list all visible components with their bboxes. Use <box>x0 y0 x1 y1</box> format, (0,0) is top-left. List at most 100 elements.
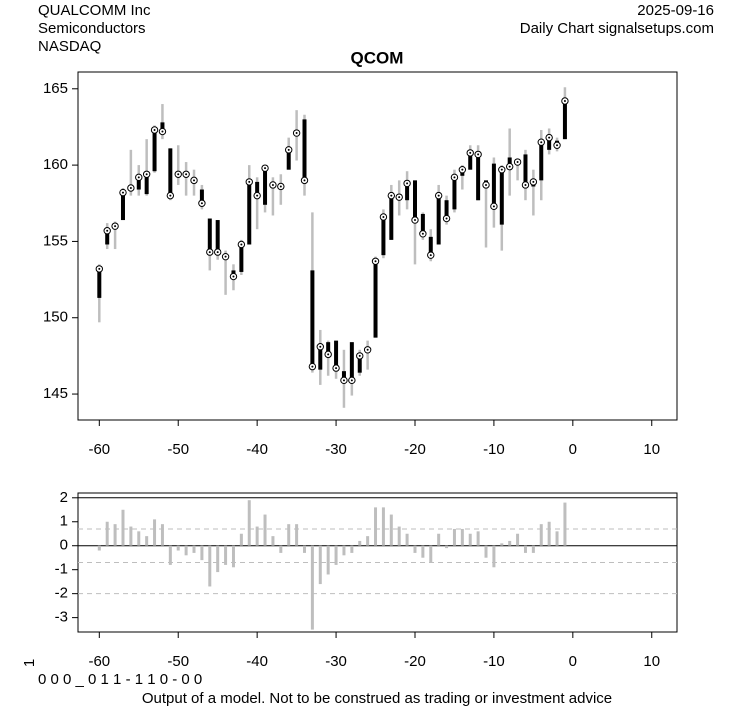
bar <box>547 521 551 546</box>
close-dot <box>563 100 566 102</box>
close-dot <box>303 179 306 182</box>
close-dot <box>532 180 535 183</box>
close-dot <box>153 129 156 131</box>
y-tick-label: 165 <box>43 80 68 97</box>
close-dot <box>98 267 101 270</box>
bar <box>121 509 125 546</box>
close-dot <box>106 229 109 232</box>
close-dot <box>121 191 124 194</box>
close-dot <box>177 173 180 176</box>
x-tick-label: -30 <box>325 441 347 458</box>
bar <box>366 536 370 546</box>
bar <box>310 545 314 630</box>
bar <box>216 545 220 573</box>
bar <box>358 540 362 546</box>
close-dot <box>492 205 495 208</box>
bar <box>192 545 196 553</box>
bar <box>160 524 164 546</box>
bar <box>429 545 433 563</box>
y-tick-label: -3 <box>55 609 68 626</box>
close-dot <box>358 354 361 357</box>
close-dot <box>406 182 409 185</box>
date: 2025-09-16 <box>637 2 714 19</box>
close-dot <box>271 183 274 186</box>
bar <box>452 528 456 546</box>
bar <box>224 545 228 565</box>
x-tick-label: -30 <box>325 653 347 670</box>
bar <box>421 545 425 558</box>
y-tick-label: -2 <box>55 585 68 602</box>
plot-frame <box>77 71 678 421</box>
close-dot <box>500 168 503 171</box>
close-dot <box>342 379 345 382</box>
x-tick-label: -40 <box>246 441 268 458</box>
exchange: NASDAQ <box>38 38 101 55</box>
bar <box>247 500 251 546</box>
bar <box>389 514 393 546</box>
bar <box>145 536 149 546</box>
bar <box>531 545 535 553</box>
close-dot <box>366 348 369 351</box>
bar <box>476 531 480 546</box>
close-dot <box>224 255 227 258</box>
bar <box>137 531 141 546</box>
bar <box>523 545 527 553</box>
bar <box>231 545 235 568</box>
rotated-label: 1 <box>21 659 38 667</box>
bar <box>350 545 354 553</box>
close-dot <box>445 217 448 220</box>
y-tick-label: 155 <box>43 232 68 249</box>
close-dot <box>477 153 480 156</box>
bar <box>374 507 378 546</box>
bar <box>539 524 543 546</box>
close-dot <box>429 254 432 257</box>
x-tick-label: 10 <box>643 441 660 458</box>
x-tick-label: 0 <box>569 441 577 458</box>
bar <box>318 545 322 585</box>
close-dot <box>374 260 377 263</box>
bar <box>97 545 101 551</box>
x-tick-label: -60 <box>88 441 110 458</box>
bar <box>255 526 259 546</box>
close-dot <box>161 130 164 133</box>
bar <box>516 533 520 546</box>
bar <box>555 531 559 546</box>
y-tick-label: 1 <box>60 513 68 530</box>
bar <box>295 524 299 546</box>
close-dot <box>327 353 330 356</box>
bar <box>168 545 172 565</box>
close-dot <box>256 194 259 197</box>
bar <box>184 545 188 556</box>
close-dot <box>232 275 235 278</box>
disclaimer: Output of a model. Not to be construed a… <box>142 690 612 707</box>
source: Daily Chart signalsetups.com <box>520 20 714 37</box>
close-dot <box>319 345 322 348</box>
bar <box>460 528 464 546</box>
close-dot <box>350 379 353 382</box>
x-tick-label: 10 <box>643 653 660 670</box>
bar <box>271 536 275 546</box>
bar <box>129 526 133 546</box>
bar <box>508 540 512 546</box>
x-tick-label: -10 <box>483 653 505 670</box>
bar <box>176 545 180 551</box>
company: QUALCOMM Inc <box>38 2 151 19</box>
bar <box>397 526 401 546</box>
y-tick-label: 0 <box>60 537 68 554</box>
close-dot <box>524 183 527 186</box>
close-dot <box>382 216 385 218</box>
x-tick-label: -60 <box>88 653 110 670</box>
bar <box>500 543 504 546</box>
close-dot <box>469 151 472 154</box>
close-dot <box>516 161 519 164</box>
bar <box>437 533 441 546</box>
close-dot <box>216 251 219 254</box>
x-tick-label: -50 <box>167 653 189 670</box>
close-dot <box>398 196 401 199</box>
bar <box>105 521 109 546</box>
close-dot <box>137 176 140 179</box>
bar <box>445 545 449 549</box>
sector: Semiconductors <box>38 20 146 37</box>
